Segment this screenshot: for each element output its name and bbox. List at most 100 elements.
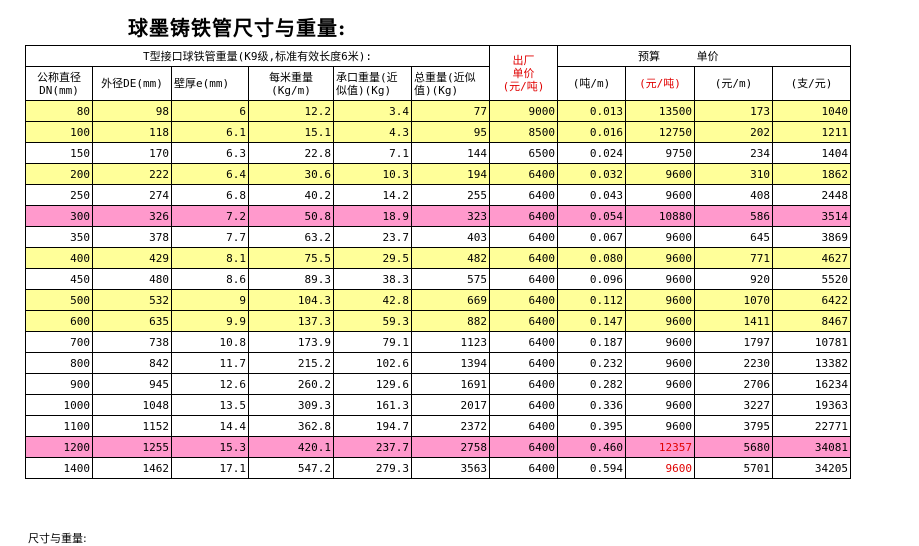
- cell-ton-per-meter: 0.067: [557, 226, 626, 248]
- cell-wall: 8.6: [171, 268, 249, 290]
- col-total-line2: 值)(Kg): [414, 83, 459, 97]
- cell-dn: 350: [25, 226, 93, 248]
- cell-dn: 700: [25, 331, 93, 353]
- cell-socket-weight: 161.3: [333, 394, 412, 416]
- cell-ton-per-meter: 0.112: [557, 289, 626, 311]
- cell-socket-weight: 29.5: [333, 247, 412, 269]
- cell-wall: 9: [171, 289, 249, 311]
- cell-per-piece: 3514: [772, 205, 851, 227]
- cell-factory-price: 6400: [489, 352, 558, 374]
- cell-yuan-per-meter: 408: [694, 184, 773, 206]
- cell-budget-price: 9600: [625, 373, 695, 395]
- cell-dn: 150: [25, 142, 93, 164]
- cell-factory-price: 6400: [489, 184, 558, 206]
- cell-per-piece: 5520: [772, 268, 851, 290]
- col-header-budget-unit: (元/吨): [625, 66, 695, 101]
- cell-socket-weight: 42.8: [333, 289, 412, 311]
- cell-weight-per-meter: 104.3: [248, 289, 334, 311]
- cell-weight-per-meter: 547.2: [248, 457, 334, 479]
- cell-dn: 1200: [25, 436, 93, 458]
- cell-total-weight: 2372: [411, 415, 490, 437]
- table-row: 600 635 9.9 137.3 59.3 882 6400 0.147 9600 1411 84…: [25, 310, 851, 332]
- cell-dn: 600: [25, 310, 93, 332]
- cell-socket-weight: 3.4: [333, 100, 412, 122]
- cell-budget-price: 9600: [625, 184, 695, 206]
- cell-factory-price: 9000: [489, 100, 558, 122]
- cell-budget-price: 9600: [625, 163, 695, 185]
- cell-socket-weight: 14.2: [333, 184, 412, 206]
- col-wpm-line2: (Kg/m): [271, 83, 311, 97]
- cell-wall: 8.1: [171, 247, 249, 269]
- cell-yuan-per-meter: 1411: [694, 310, 773, 332]
- cell-yuan-per-meter: 173: [694, 100, 773, 122]
- cell-wall: 15.3: [171, 436, 249, 458]
- cell-budget-price: 9600: [625, 394, 695, 416]
- cell-socket-weight: 18.9: [333, 205, 412, 227]
- cell-ton-per-meter: 0.336: [557, 394, 626, 416]
- cell-factory-price: 6400: [489, 331, 558, 353]
- table-row: 80 98 6 12.2 3.4 77 9000 0.013 13500 173 1040: [25, 100, 851, 122]
- cell-weight-per-meter: 89.3: [248, 268, 334, 290]
- cell-od: 378: [92, 226, 172, 248]
- cell-od: 1462: [92, 457, 172, 479]
- cell-ton-per-meter: 0.395: [557, 415, 626, 437]
- cell-od: 274: [92, 184, 172, 206]
- cell-weight-per-meter: 362.8: [248, 415, 334, 437]
- cell-socket-weight: 194.7: [333, 415, 412, 437]
- cell-ton-per-meter: 0.024: [557, 142, 626, 164]
- cell-per-piece: 16234: [772, 373, 851, 395]
- cell-factory-price: 6400: [489, 310, 558, 332]
- cell-budget-price: 12750: [625, 121, 695, 143]
- cell-total-weight: 482: [411, 247, 490, 269]
- cell-budget-price: 12357: [625, 436, 695, 458]
- cell-weight-per-meter: 30.6: [248, 163, 334, 185]
- table-row: 500 532 9 104.3 42.8 669 6400 0.112 9600 1070 6422: [25, 289, 851, 311]
- col-dn-line1: 公称直径: [37, 70, 81, 84]
- cell-dn: 100: [25, 121, 93, 143]
- cell-yuan-per-meter: 586: [694, 205, 773, 227]
- cell-budget-price: 9600: [625, 415, 695, 437]
- cell-od: 326: [92, 205, 172, 227]
- cell-total-weight: 1123: [411, 331, 490, 353]
- group-header-right: 预算 单价: [557, 45, 851, 67]
- cell-od: 945: [92, 373, 172, 395]
- cell-dn: 800: [25, 352, 93, 374]
- budget-label: 预算: [638, 49, 660, 63]
- cell-wall: 13.5: [171, 394, 249, 416]
- cell-per-piece: 10781: [772, 331, 851, 353]
- col-header-weight-per-meter: 每米重量 (Kg/m): [248, 66, 334, 101]
- cell-weight-per-meter: 22.8: [248, 142, 334, 164]
- cell-weight-per-meter: 137.3: [248, 310, 334, 332]
- table-row: 1000 1048 13.5 309.3 161.3 2017 6400 0.336 9600 3…: [25, 394, 851, 416]
- cell-budget-price: 9600: [625, 268, 695, 290]
- cell-od: 532: [92, 289, 172, 311]
- cell-factory-price: 6400: [489, 394, 558, 416]
- cell-socket-weight: 23.7: [333, 226, 412, 248]
- cell-od: 170: [92, 142, 172, 164]
- cell-factory-price: 6400: [489, 436, 558, 458]
- table-row: 700 738 10.8 173.9 79.1 1123 6400 0.187 9600 1797…: [25, 331, 851, 353]
- cell-factory-price: 6400: [489, 289, 558, 311]
- cell-dn: 400: [25, 247, 93, 269]
- cell-factory-price: 6500: [489, 142, 558, 164]
- cell-ton-per-meter: 0.282: [557, 373, 626, 395]
- table-row: 250 274 6.8 40.2 14.2 255 6400 0.043 9600 408 2448: [25, 184, 851, 206]
- cell-dn: 500: [25, 289, 93, 311]
- cell-total-weight: 3563: [411, 457, 490, 479]
- cell-factory-price: 6400: [489, 247, 558, 269]
- cell-socket-weight: 129.6: [333, 373, 412, 395]
- cell-od: 222: [92, 163, 172, 185]
- cell-yuan-per-meter: 2230: [694, 352, 773, 374]
- cell-wall: 6.3: [171, 142, 249, 164]
- cell-budget-price: 9600: [625, 352, 695, 374]
- cell-budget-price: 9600: [625, 247, 695, 269]
- cell-dn: 250: [25, 184, 93, 206]
- cell-weight-per-meter: 215.2: [248, 352, 334, 374]
- footnote: 尺寸与重量:: [28, 532, 87, 545]
- cell-od: 1152: [92, 415, 172, 437]
- cell-yuan-per-meter: 2706: [694, 373, 773, 395]
- cell-ton-per-meter: 0.043: [557, 184, 626, 206]
- cell-total-weight: 403: [411, 226, 490, 248]
- cell-ton-per-meter: 0.016: [557, 121, 626, 143]
- cell-wall: 6.4: [171, 163, 249, 185]
